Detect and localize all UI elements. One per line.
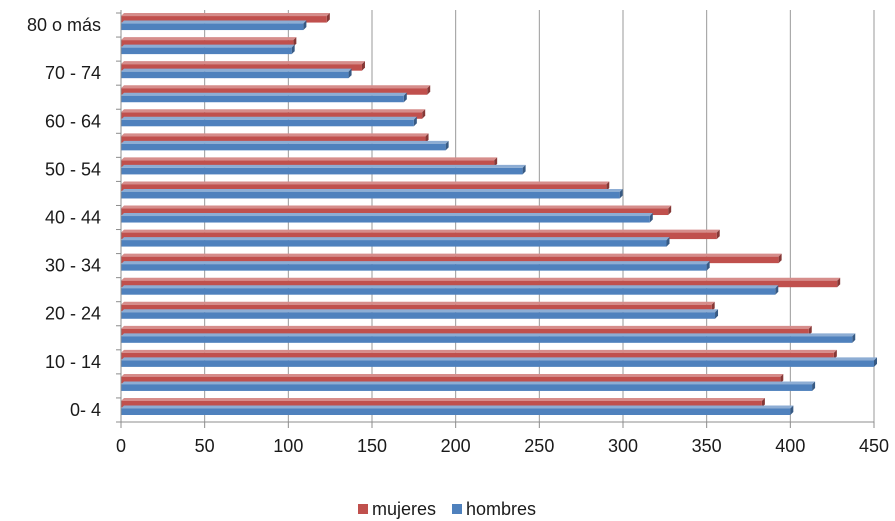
bar-mujeres	[121, 13, 330, 23]
x-tick-label: 50	[195, 436, 215, 456]
axes	[116, 10, 875, 428]
bar-hombres	[121, 261, 710, 271]
bar-mujeres	[121, 325, 812, 336]
legend-item-mujeres: mujeres	[358, 499, 436, 519]
bar-mujeres	[121, 373, 784, 384]
bar-hombres	[121, 333, 856, 343]
x-tick-label: 400	[775, 436, 805, 456]
bar-hombres	[121, 164, 526, 175]
bar-mujeres	[121, 301, 715, 312]
bar-mujeres	[121, 109, 426, 119]
bar-hombres	[121, 92, 407, 103]
y-tick-label: 70 - 74	[45, 63, 101, 83]
legend-swatch	[452, 504, 462, 514]
bar-hombres	[121, 405, 794, 415]
x-tick-labels: 0 50 100 150 200 250 300 350 400 450	[116, 436, 889, 456]
bar-mujeres	[121, 61, 365, 71]
x-tick-label: 150	[357, 436, 387, 456]
bar-mujeres	[121, 181, 610, 191]
bars	[121, 13, 877, 415]
bar-hombres	[121, 381, 816, 391]
x-tick-label: 250	[524, 436, 554, 456]
bar-mujeres	[121, 133, 429, 143]
bar-hombres	[121, 309, 719, 319]
bar-hombres	[121, 116, 417, 127]
x-tick-label: 450	[859, 436, 889, 456]
y-tick-label: 0- 4	[70, 400, 101, 420]
legend-label: hombres	[466, 499, 536, 519]
bar-hombres	[121, 237, 670, 247]
y-tick-label: 60 - 64	[45, 111, 101, 131]
y-tick-label: 20 - 24	[45, 304, 101, 324]
y-tick-label: 10 - 14	[45, 352, 101, 372]
bar-mujeres	[121, 398, 765, 408]
x-tick-label: 350	[692, 436, 722, 456]
bar-mujeres	[121, 205, 672, 216]
y-tick-labels: 0- 4 10 - 14 20 - 24 30 - 34 40 - 44 50 - 54 6…	[27, 15, 101, 420]
bar-hombres	[121, 285, 779, 295]
legend: mujeres hombres	[358, 499, 536, 519]
bar-mujeres	[121, 157, 498, 167]
y-tick-label: 80 o más	[27, 15, 101, 35]
legend-label: mujeres	[372, 499, 436, 519]
x-tick-label: 200	[441, 436, 471, 456]
x-tick-label: 100	[273, 436, 303, 456]
bar-mujeres	[121, 37, 297, 47]
legend-swatch	[358, 504, 368, 514]
x-tick-label: 300	[608, 436, 638, 456]
bar-hombres	[121, 68, 352, 79]
bar-mujeres	[121, 277, 841, 288]
y-tick-label: 40 - 44	[45, 208, 101, 228]
bar-mujeres	[121, 229, 720, 240]
y-tick-label: 50 - 54	[45, 159, 101, 179]
legend-item-hombres: hombres	[452, 499, 536, 519]
bar-hombres	[121, 20, 307, 31]
bar-hombres	[121, 44, 295, 55]
bar-mujeres	[121, 85, 431, 95]
bar-mujeres	[121, 349, 837, 360]
bar-hombres	[121, 213, 653, 223]
bar-hombres	[121, 188, 623, 199]
x-tick-label: 0	[116, 436, 126, 456]
bar-hombres	[121, 357, 877, 367]
bar-mujeres	[121, 253, 782, 264]
bar-hombres	[121, 140, 449, 151]
y-tick-label: 30 - 34	[45, 256, 101, 276]
